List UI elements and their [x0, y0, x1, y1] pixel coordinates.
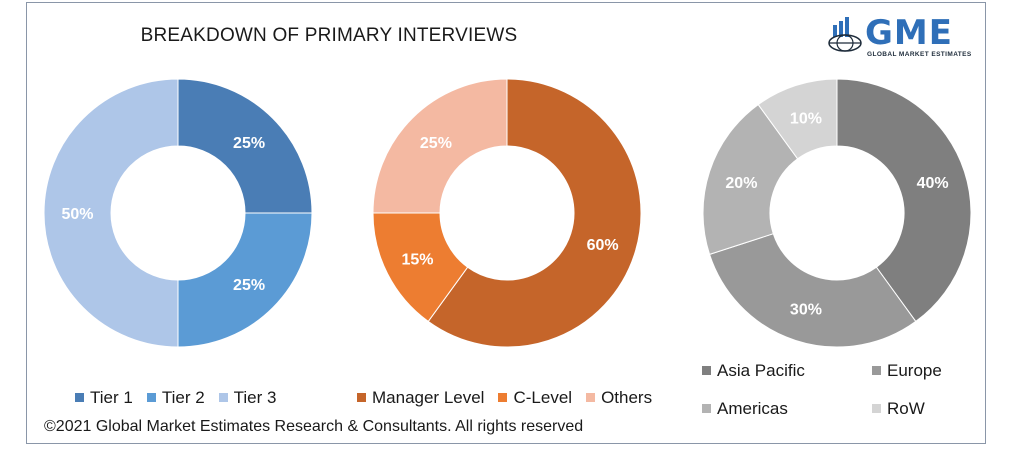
- data-label-manager-level: 60%: [587, 237, 619, 254]
- legend-level: Manager Level C-Level Others: [357, 388, 666, 408]
- slice-asia-pacific: [836, 78, 972, 323]
- data-label-europe: 30%: [790, 302, 822, 319]
- slice-tier-1: [177, 78, 313, 214]
- donut-chart-level: 60% 15% 25%: [372, 78, 642, 348]
- legend-label: C-Level: [513, 388, 573, 407]
- legend-swatch: [357, 393, 366, 402]
- legend-item-others: Others: [586, 388, 652, 408]
- slice-tier-3: [43, 78, 179, 348]
- donut-chart-tier: 25% 25% 50%: [43, 78, 313, 348]
- legend-swatch: [218, 393, 228, 402]
- slice-tier-2: [177, 212, 313, 348]
- legend-swatch: [498, 393, 508, 402]
- legend-label: Asia Pacific: [717, 361, 805, 380]
- legend-item-tier-1: Tier 1: [75, 388, 133, 408]
- slice-americas: [702, 103, 799, 256]
- legend-label: RoW: [887, 399, 925, 418]
- chart-frame: BREAKDOWN OF PRIMARY INTERVIEWS GME GLOB…: [26, 2, 986, 444]
- legend-item-c-level: C-Level: [498, 388, 572, 408]
- legend-swatch: [146, 393, 156, 402]
- legend-swatch: [872, 404, 881, 413]
- data-label-tier-2: 25%: [233, 277, 265, 294]
- legend-swatch: [586, 393, 596, 402]
- legend-label: Others: [601, 388, 653, 407]
- legend-swatch: [702, 404, 711, 413]
- legend-label: Tier 3: [233, 388, 277, 407]
- data-label-asia-pacific: 40%: [917, 175, 949, 192]
- legend-label: Tier 1: [90, 388, 133, 407]
- slice-row: [757, 78, 838, 160]
- logo: GME GLOBAL MARKET ESTIMATES: [827, 13, 977, 61]
- data-label-americas: 20%: [725, 175, 757, 192]
- logo-subtitle: GLOBAL MARKET ESTIMATES: [867, 51, 972, 58]
- data-label-others: 25%: [420, 135, 452, 152]
- legend-label: Manager Level: [372, 388, 485, 407]
- legend-swatch: [75, 393, 84, 402]
- logo-wordmark: GME: [865, 13, 953, 53]
- legend-item-asia-pacific: Asia Pacific: [702, 361, 805, 381]
- globe-bars-icon: [828, 17, 862, 52]
- legend-label: Americas: [717, 399, 788, 418]
- legend-region: Asia Pacific Europe Americas RoW: [702, 361, 977, 431]
- slice-others: [372, 78, 508, 214]
- slice-europe: [708, 233, 917, 348]
- legend-item-europe: Europe: [872, 361, 942, 381]
- donut-chart-region: 40% 30% 20% 10%: [702, 78, 972, 348]
- legend-item-americas: Americas: [702, 399, 788, 419]
- legend-label: Tier 2: [161, 388, 205, 407]
- copyright-text: ©2021 Global Market Estimates Research &…: [44, 418, 584, 435]
- legend-item-tier-3: Tier 3: [218, 388, 277, 408]
- data-label-tier-3: 50%: [61, 206, 93, 223]
- legend-tier: Tier 1 Tier 2 Tier 3: [75, 388, 290, 408]
- data-label-c-level: 15%: [401, 252, 433, 269]
- slice-manager-level: [427, 78, 642, 348]
- data-label-tier-1: 25%: [233, 135, 265, 152]
- data-label-row: 10%: [790, 110, 822, 127]
- legend-item-manager-level: Manager Level: [357, 388, 484, 408]
- legend-item-tier-2: Tier 2: [146, 388, 205, 408]
- chart-title: BREAKDOWN OF PRIMARY INTERVIEWS: [140, 25, 518, 46]
- legend-label: Europe: [887, 361, 942, 380]
- legend-item-row: RoW: [872, 399, 925, 419]
- legend-swatch: [872, 366, 881, 375]
- legend-swatch: [702, 366, 711, 375]
